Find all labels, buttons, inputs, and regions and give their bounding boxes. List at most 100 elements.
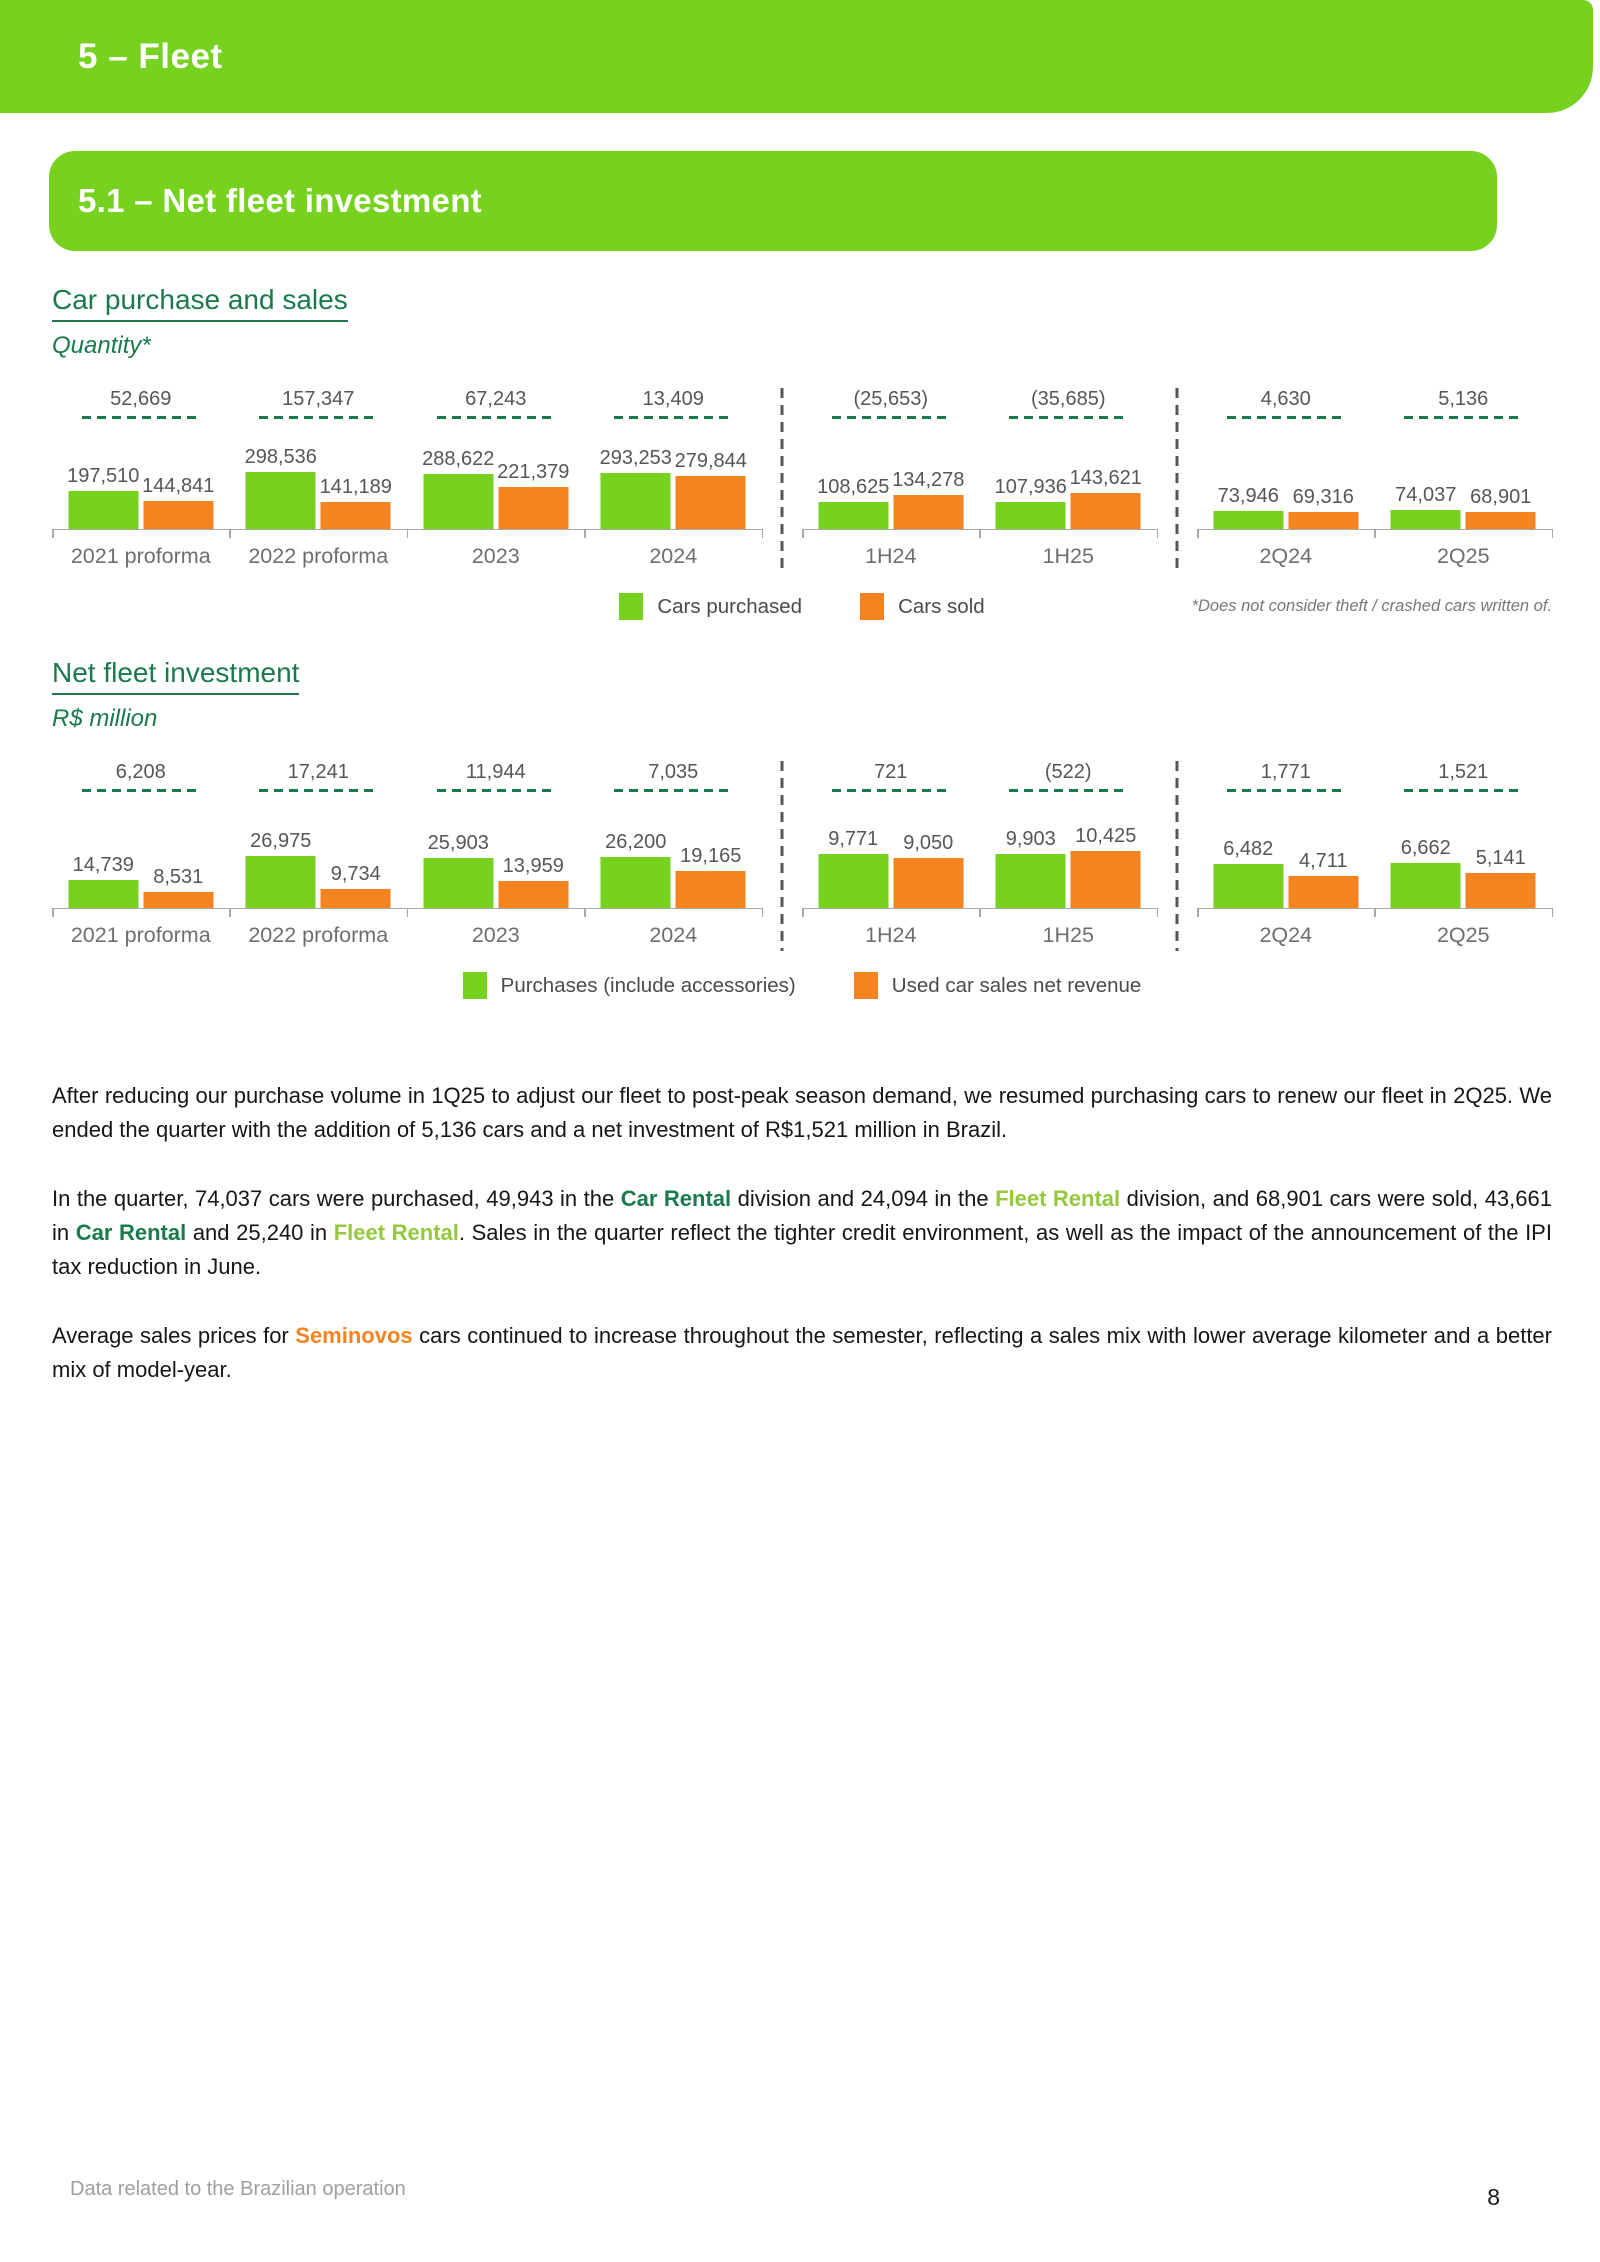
bar-purchases: 9,903: [995, 828, 1066, 908]
bar-value-label: 9,050: [903, 831, 954, 854]
chart-group: 13,409 293,253 279,844 2024: [584, 386, 763, 574]
chart-section-quarters: 1,771 6,482 4,711 2Q24 1,521 6,662 5,141 2Q25: [1197, 759, 1553, 953]
category-label: 2023: [471, 543, 520, 568]
bar-value-label: 8,531: [153, 865, 204, 888]
net-dashed-line: [831, 788, 950, 792]
bar-value-label: 26,200: [605, 830, 667, 853]
bar-value-label: 9,734: [330, 862, 381, 885]
chart-group: 5,136 74,037 68,901 2Q25: [1374, 386, 1553, 574]
bar-value-label: 221,379: [497, 460, 570, 483]
bar-value-label: 107,936: [994, 475, 1067, 498]
net-value-label: 157,347: [282, 387, 355, 410]
category-label: 2022 proforma: [248, 922, 389, 947]
chart-group: 157,347 298,536 141,189 2022 proforma: [229, 386, 408, 574]
net-dashed-line: [1226, 415, 1345, 419]
net-dashed-line: [1009, 788, 1128, 792]
orange-swatch-icon: [860, 593, 885, 621]
category-label: 2024: [649, 922, 698, 947]
footer-note: Data related to the Brazilian operation: [70, 2178, 406, 2200]
plot-area: 25,903 13,959: [407, 792, 585, 918]
bar-value-label: 26,975: [250, 829, 312, 852]
bar-pair: 6,662 5,141: [1390, 837, 1536, 908]
car-purchase-and-sales-chart: 52,669 197,510 144,841 2021 proforma 157,347…: [52, 386, 1553, 624]
bar-cars-purchased: 293,253: [600, 447, 672, 529]
bar-value-label: 279,844: [674, 449, 747, 472]
net-dashed-line: [1009, 415, 1128, 419]
plot-area: 298,536 141,189: [229, 419, 408, 539]
chart-section-halves: (25,653) 108,625 134,278 1H24 (35,685) 107,93…: [802, 386, 1158, 574]
chart-sections: 6,208 14,739 8,531 2021 proforma 17,241 26,97…: [52, 759, 1553, 953]
bar-pair: 293,253 279,844: [600, 447, 747, 529]
plot-area: 9,903 10,425: [979, 792, 1158, 918]
chart1-title: Car purchase and sales: [52, 284, 348, 322]
bar-used-car-sales: 9,050: [893, 832, 964, 908]
net-value-label: (35,685): [1031, 387, 1106, 410]
bar-value-label: 25,903: [427, 831, 489, 854]
bar-value-label: 108,625: [817, 475, 890, 498]
net-dashed-line: [259, 415, 378, 419]
bar-value-label: 143,621: [1069, 466, 1142, 489]
bar-value-label: 288,622: [422, 447, 495, 470]
net-value-label: (522): [1044, 760, 1092, 783]
net-dashed-line: [259, 788, 378, 792]
chart-group: 11,944 25,903 13,959 2023: [407, 759, 585, 953]
section-banner: 5 – Fleet: [0, 0, 1593, 113]
net-dashed-line: [614, 415, 733, 419]
chart-group: (25,653) 108,625 134,278 1H24: [802, 386, 980, 574]
net-value-label: 5,136: [1438, 387, 1489, 410]
chart-section-halves: 721 9,771 9,050 1H24 (522) 9,903 10,425 1H25: [802, 759, 1158, 953]
bar-value-label: 13,959: [502, 854, 564, 877]
legend-label: Cars sold: [898, 594, 985, 618]
net-value-label: 1,771: [1260, 760, 1311, 783]
bar-value-label: 5,141: [1475, 846, 1526, 869]
bar-cars-sold: 221,379: [497, 461, 569, 529]
category-label: 1H25: [1042, 543, 1094, 568]
bar-value-label: 74,037: [1395, 483, 1457, 506]
bar-value-label: 9,903: [1005, 827, 1056, 850]
chart1-legend: Cars purchased Cars sold *Does not consi…: [52, 590, 1552, 624]
subsection-banner-title: 5.1 – Net fleet investment: [78, 182, 482, 219]
section-separator-dashed-line: [1157, 759, 1197, 953]
bar-cars-purchased: 298,536: [245, 446, 317, 529]
chart-group: 7,035 26,200 19,165 2024: [584, 759, 763, 953]
body-text: . Sales in the quarter reflect the tight…: [52, 1219, 1552, 1279]
category-label: 1H24: [865, 922, 917, 947]
bar-cars-sold: 141,189: [320, 476, 392, 529]
car-rental-highlight: Car Rental: [620, 1185, 732, 1211]
bar-value-label: 6,662: [1400, 836, 1451, 859]
net-dashed-line: [81, 415, 200, 419]
bar-cars-sold: 143,621: [1070, 467, 1142, 529]
net-value-label: 13,409: [642, 387, 704, 410]
plot-area: 107,936 143,621: [979, 419, 1158, 539]
category-label: 2Q24: [1259, 543, 1313, 568]
chart-group: 1,521 6,662 5,141 2Q25: [1374, 759, 1553, 953]
bar-used-car-sales: 8,531: [143, 866, 214, 908]
chart-group: 67,243 288,622 221,379 2023: [407, 386, 585, 574]
bar-pair: 9,903 10,425: [995, 825, 1141, 908]
chart1-footnote: *Does not consider theft / crashed cars …: [1191, 596, 1552, 615]
chart-sections: 52,669 197,510 144,841 2021 proforma 157,347…: [52, 386, 1553, 574]
net-value-label: (25,653): [853, 387, 929, 410]
bar-pair: 73,946 69,316: [1213, 485, 1359, 529]
bar-pair: 197,510 144,841: [67, 465, 214, 529]
chart-group: (35,685) 107,936 143,621 1H25: [979, 386, 1158, 574]
chart-group: 4,630 73,946 69,316 2Q24: [1197, 386, 1375, 574]
bar-used-car-sales: 10,425: [1070, 825, 1141, 908]
bar-pair: 9,771 9,050: [818, 828, 964, 908]
bar-pair: 14,739 8,531: [68, 854, 214, 908]
net-dashed-line: [614, 788, 733, 792]
body-text: In the quarter, 74,037 cars were purchas…: [52, 1185, 621, 1211]
chart-section-years: 52,669 197,510 144,841 2021 proforma 157,347…: [52, 386, 763, 574]
plot-area: 6,662 5,141: [1374, 792, 1553, 918]
bar-cars-purchased: 288,622: [422, 448, 494, 529]
chart-group: 1,771 6,482 4,711 2Q24: [1197, 759, 1375, 953]
bar-pair: 26,975 9,734: [245, 830, 391, 908]
paragraphs: After reducing our purchase volume in 1Q…: [52, 1079, 1552, 1387]
category-label: 2024: [649, 543, 698, 568]
fleet-rental-highlight: Fleet Rental: [333, 1219, 459, 1245]
bar-cars-purchased: 107,936: [995, 476, 1067, 529]
net-value-label: 7,035: [648, 760, 699, 783]
plot-area: 9,771 9,050: [802, 792, 980, 918]
net-value-label: 721: [874, 760, 908, 783]
bar-value-label: 144,841: [142, 474, 215, 497]
